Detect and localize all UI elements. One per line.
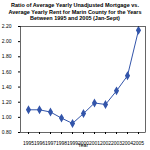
svg-text:1.20: 1.20 [2,98,12,104]
svg-text:1.00: 1.00 [2,113,12,119]
svg-text:2002: 2002 [100,140,111,146]
svg-text:1996: 1996 [34,140,45,146]
svg-text:2.20: 2.20 [2,23,12,29]
svg-text:1999: 1999 [67,140,78,146]
svg-text:1997: 1997 [45,140,56,146]
svg-text:2001: 2001 [89,140,100,146]
svg-text:2004: 2004 [122,140,133,146]
svg-text:Year: Year [78,141,88,147]
svg-text:1995: 1995 [23,140,34,146]
svg-text:1.40: 1.40 [2,83,12,89]
svg-text:1998: 1998 [56,140,67,146]
svg-text:0.80: 0.80 [2,129,12,135]
svg-text:2005: 2005 [133,140,144,146]
svg-text:2.00: 2.00 [2,38,12,44]
svg-text:1.60: 1.60 [2,68,12,74]
svg-text:2003: 2003 [111,140,122,146]
html-text:Ratio of Average Yearly Unadju: Ratio of Average Yearly Unadjusted Mortg… [8,2,142,21]
svg-text:1.80: 1.80 [2,53,12,59]
